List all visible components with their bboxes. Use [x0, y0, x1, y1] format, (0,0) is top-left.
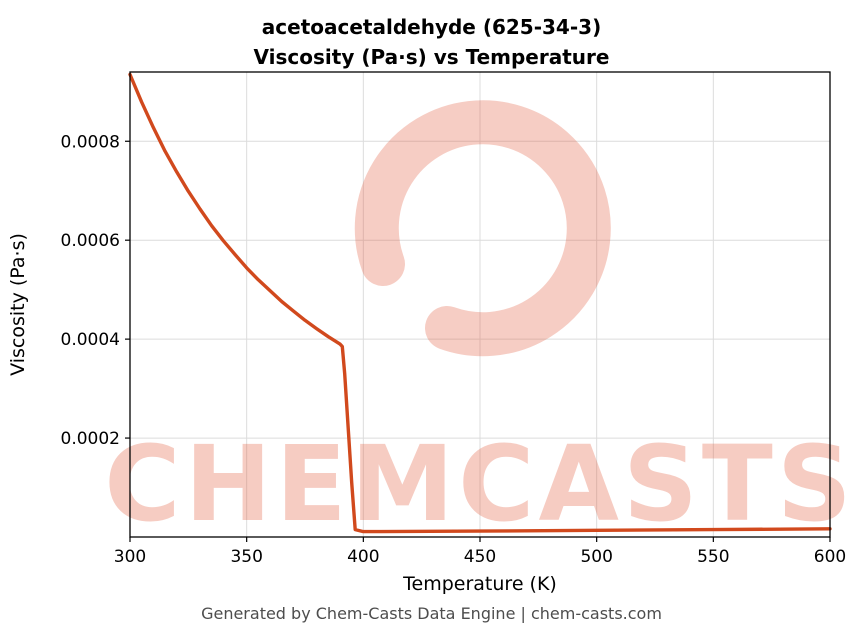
series-lines: [128, 72, 832, 534]
y-tick-label: 0.0006: [61, 231, 120, 251]
series-line-viscosity: [128, 72, 832, 534]
x-tick-label: 400: [347, 547, 379, 567]
chemcasts-ring-logo-icon: [354, 100, 611, 357]
watermark: CHEMCASTS: [104, 100, 855, 545]
x-tick-label: 350: [230, 547, 262, 567]
x-tick-label: 300: [114, 547, 146, 567]
x-axis-label: Temperature (K): [402, 573, 557, 595]
chart-title-line1: acetoacetaldehyde (625-34-3): [261, 15, 602, 39]
y-tick-label: 0.0002: [61, 429, 120, 449]
y-axis-label: Viscosity (Pa·s): [7, 233, 29, 376]
axis-labels: Temperature (K) Viscosity (Pa·s): [7, 233, 557, 595]
x-tick-label: 450: [464, 547, 496, 567]
axis-ticks: 300 350 400 450 500 550 600 0.0002 0.0004 0.0006 0…: [61, 132, 847, 567]
chart-title: acetoacetaldehyde (625-34-3) Viscosity (…: [0, 12, 863, 72]
x-tick-label: 500: [580, 547, 612, 567]
y-tick-label: 0.0004: [61, 330, 120, 350]
watermark-text: CHEMCASTS: [104, 423, 855, 545]
x-tick-label: 550: [697, 547, 729, 567]
y-tick-label: 0.0008: [61, 132, 120, 152]
chart-title-line2: Viscosity (Pa·s) vs Temperature: [253, 45, 610, 69]
chart-footer: Generated by Chem-Casts Data Engine | ch…: [201, 604, 662, 623]
x-tick-label: 600: [814, 547, 846, 567]
